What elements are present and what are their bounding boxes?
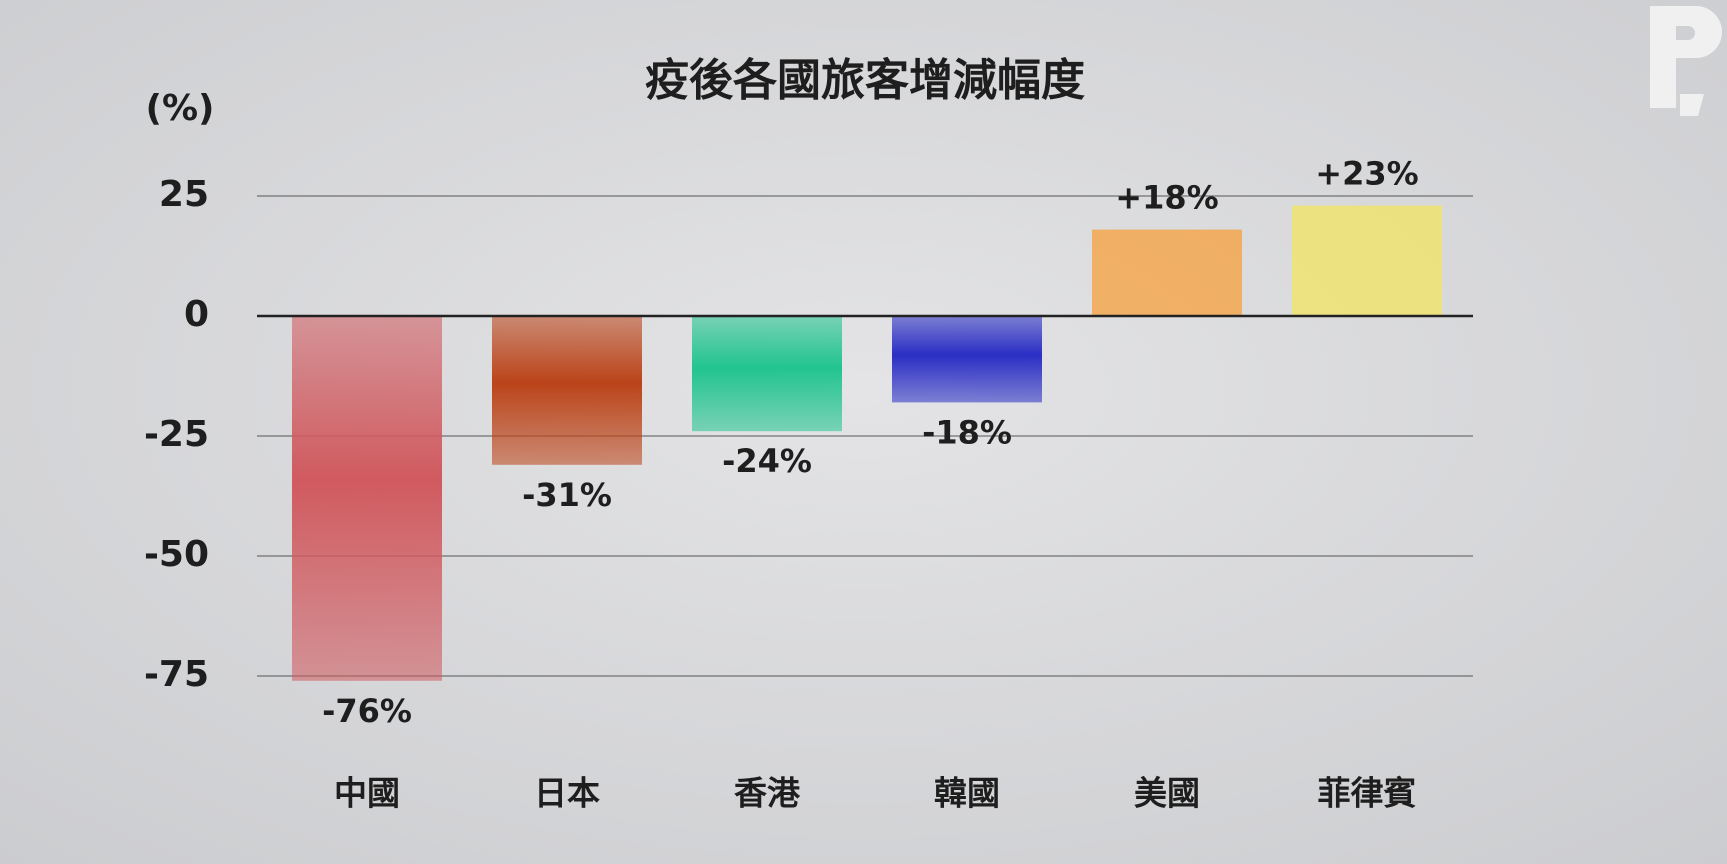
y-tick-label: 25 — [159, 174, 209, 215]
y-tick-label: -25 — [144, 414, 209, 455]
y-tick-label: 0 — [184, 294, 209, 335]
bar — [1092, 229, 1242, 316]
value-label: -18% — [922, 413, 1012, 451]
y-tick-label: -75 — [144, 654, 209, 695]
logo — [1650, 6, 1722, 116]
value-label: +18% — [1115, 179, 1218, 217]
value-label: -76% — [322, 692, 412, 730]
value-label: -24% — [722, 442, 812, 480]
x-tick-label: 日本 — [534, 774, 600, 813]
bar — [292, 316, 442, 681]
x-tick-label: 韓國 — [934, 774, 1000, 813]
y-axis-label: (%) — [146, 88, 215, 129]
x-tick-label: 菲律賓 — [1318, 774, 1417, 813]
bar — [692, 316, 842, 432]
x-tick-label: 香港 — [734, 774, 801, 813]
bar — [1292, 205, 1442, 316]
x-tick-label: 美國 — [1134, 774, 1200, 813]
bar — [892, 316, 1042, 403]
x-tick-label: 中國 — [334, 774, 400, 813]
chart-title: 疫後各國旅客增減幅度 — [645, 55, 1085, 106]
bar — [492, 316, 642, 465]
y-tick-label: -50 — [144, 534, 209, 575]
value-label: +23% — [1315, 155, 1418, 193]
value-label: -31% — [522, 476, 612, 514]
